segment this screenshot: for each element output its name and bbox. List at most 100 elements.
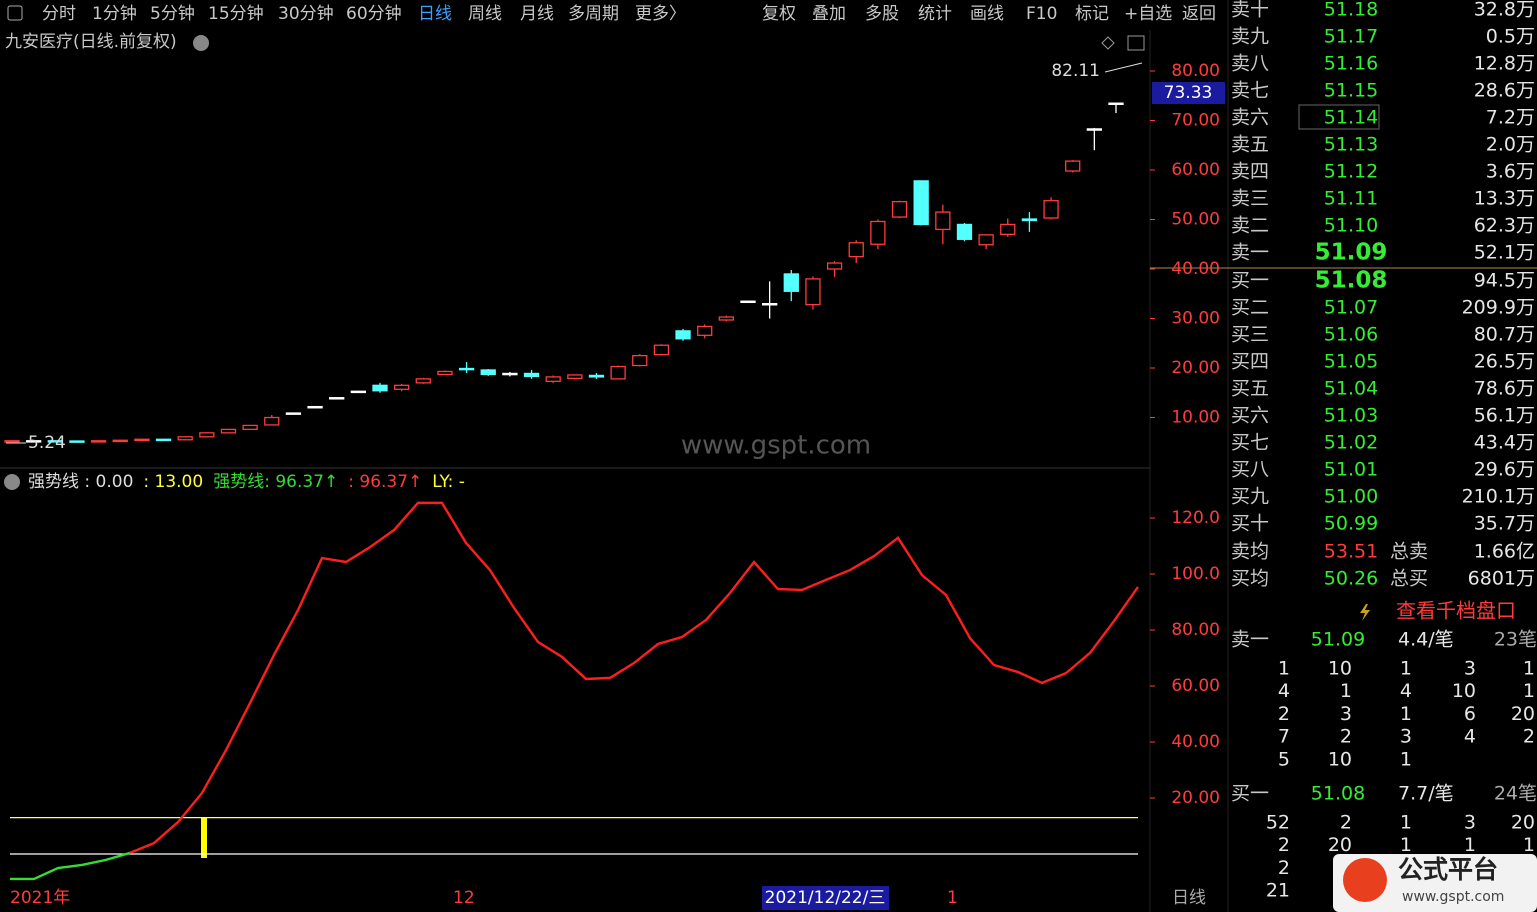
candle-body — [307, 405, 323, 409]
time-label: 2021年 — [10, 888, 70, 908]
book-volume: 35.7万 — [1474, 513, 1535, 535]
depth-link[interactable]: 查看千档盘口 — [1396, 599, 1516, 623]
menu-icon[interactable] — [7, 5, 23, 21]
toolbar-button[interactable]: 叠加 — [812, 4, 846, 24]
toolbar-tab[interactable]: 60分钟 — [346, 4, 402, 24]
candle-body — [523, 372, 540, 378]
queue-count: 24笔 — [1494, 783, 1537, 805]
toolbar-tab[interactable]: 月线 — [520, 4, 554, 24]
candle-body — [285, 412, 302, 415]
toolbar-button[interactable]: 多股 — [865, 4, 899, 24]
stock-title: 九安医疗(日线.前复权) — [5, 32, 177, 52]
book-volume: 94.5万 — [1474, 270, 1535, 292]
candle-body — [393, 384, 410, 390]
candle-body — [329, 397, 345, 400]
dropdown-icon[interactable] — [4, 474, 20, 490]
book-label: 卖六 — [1231, 107, 1269, 129]
toolbar-button[interactable]: 画线 — [970, 4, 1004, 24]
toolbar-button[interactable]: F10 — [1026, 4, 1057, 24]
book-volume: 7.2万 — [1486, 107, 1535, 129]
queue-cell: 4 — [1400, 680, 1412, 702]
candle-body — [935, 211, 951, 231]
queue-cell: 1 — [1400, 748, 1412, 770]
dropdown-icon[interactable] — [193, 35, 209, 51]
candle-body — [415, 378, 431, 384]
toolbar-tab[interactable]: 日线 — [418, 4, 452, 24]
queue-cell: 3 — [1464, 658, 1476, 680]
logo-name: 公式平台 — [1398, 855, 1498, 884]
legend-entry: LY: - — [432, 472, 465, 492]
queue-average: 7.7/笔 — [1398, 783, 1454, 805]
book-label: 卖七 — [1231, 80, 1269, 102]
book-volume: 62.3万 — [1474, 215, 1535, 237]
bolt-icon — [1360, 604, 1370, 621]
candle-body — [199, 432, 215, 438]
toolbar-tab[interactable]: 15分钟 — [208, 4, 264, 24]
panel-icon[interactable] — [1127, 35, 1145, 51]
legend-entry: 强势线: 96.37↑ — [213, 472, 338, 492]
y-tick-label: 30.00 — [1171, 309, 1220, 329]
candle-body — [1043, 200, 1059, 219]
candle-body — [1086, 128, 1103, 131]
queue-cell: 3 — [1340, 703, 1352, 725]
high-arrow — [1104, 62, 1143, 73]
candle-body — [69, 440, 85, 443]
y-tick-label: 20.00 — [1171, 788, 1220, 808]
candle-body — [870, 220, 886, 245]
queue-cell: 1 — [1278, 658, 1290, 680]
toolbar-tab[interactable]: 30分钟 — [278, 4, 334, 24]
toolbar-tab[interactable]: 更多〉 — [635, 4, 686, 24]
queue-cell: 4 — [1278, 680, 1290, 702]
queue-cell: 6 — [1464, 703, 1476, 725]
candle-body — [502, 372, 518, 376]
book-label: 买四 — [1231, 351, 1269, 373]
book-label: 卖三 — [1231, 188, 1269, 210]
toolbar-button[interactable]: 标记 — [1075, 4, 1109, 24]
book-price: 51.06 — [1324, 324, 1378, 346]
y-tick-label: 100.0 — [1171, 564, 1220, 584]
candle-body — [220, 428, 237, 434]
legend-entry: 强势线 : 0.00 — [28, 472, 133, 492]
toolbar-button[interactable]: 复权 — [762, 4, 796, 24]
book-volume: 26.5万 — [1474, 351, 1535, 373]
y-tick-label: 50.00 — [1171, 210, 1220, 230]
queue-cell: 5 — [1278, 748, 1290, 770]
candle-body — [783, 273, 799, 292]
candle-body — [242, 424, 258, 431]
book-price: 50.99 — [1324, 513, 1378, 535]
toolbar-button[interactable]: +自选 — [1124, 4, 1172, 24]
candle-body — [675, 330, 691, 340]
queue-cell: 2 — [1340, 812, 1352, 834]
toolbar-button[interactable]: 统计 — [918, 4, 952, 24]
y-tick-label: 70.00 — [1171, 111, 1220, 131]
queue-count: 23笔 — [1494, 629, 1537, 651]
candle-body — [1065, 160, 1081, 172]
candle-body — [4, 440, 20, 443]
candle-body — [112, 439, 128, 443]
candle-body — [740, 300, 756, 304]
toolbar-tab[interactable]: 分时 — [42, 4, 76, 24]
toolbar-tab[interactable]: 5分钟 — [150, 4, 195, 24]
indicator-line — [129, 501, 1139, 854]
diamond-icon[interactable] — [1101, 36, 1115, 50]
book-volume: 2.0万 — [1486, 134, 1535, 156]
book-average: 53.51 — [1324, 541, 1378, 563]
candle-body — [155, 438, 172, 442]
queue-price: 51.08 — [1311, 783, 1365, 805]
book-price: 51.08 — [1315, 268, 1388, 294]
toolbar-tab[interactable]: 多周期 — [568, 4, 619, 24]
queue-cell: 4 — [1464, 726, 1476, 748]
book-price: 51.12 — [1324, 161, 1378, 183]
queue-cell: 10 — [1328, 748, 1352, 770]
queue-average: 4.4/笔 — [1398, 629, 1454, 651]
toolbar-button[interactable]: 返回 — [1182, 4, 1216, 24]
candle-body — [653, 344, 670, 356]
queue-cell: 1 — [1400, 703, 1412, 725]
book-total: 1.66亿 — [1474, 541, 1535, 563]
book-price: 51.01 — [1324, 459, 1378, 481]
queue-price: 51.09 — [1311, 629, 1365, 651]
toolbar-tab[interactable]: 1分钟 — [92, 4, 137, 24]
book-label: 卖二 — [1231, 215, 1269, 237]
book-volume: 52.1万 — [1474, 242, 1535, 264]
toolbar-tab[interactable]: 周线 — [468, 4, 502, 24]
